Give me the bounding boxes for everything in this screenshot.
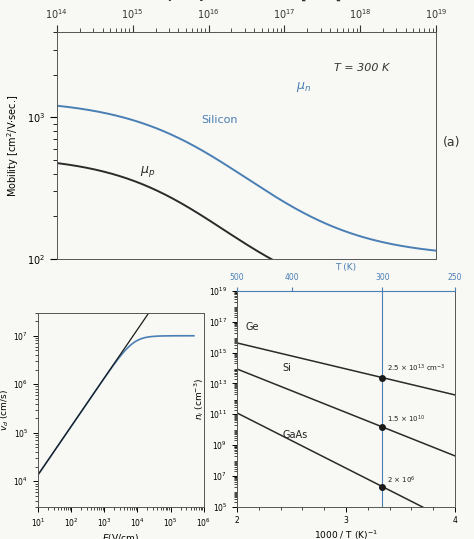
Text: (a): (a) bbox=[443, 135, 461, 149]
Text: Silicon: Silicon bbox=[201, 115, 237, 125]
Y-axis label: $v_d$ (cm/s): $v_d$ (cm/s) bbox=[0, 389, 10, 431]
Y-axis label: Mobility [cm$^2$/V$\cdot$sec.]: Mobility [cm$^2$/V$\cdot$sec.] bbox=[5, 94, 21, 197]
Y-axis label: $n_i$ (cm$^{-3}$): $n_i$ (cm$^{-3}$) bbox=[192, 378, 206, 420]
X-axis label: T (K): T (K) bbox=[336, 263, 356, 272]
X-axis label: 1000 / T (K)$^{-1}$: 1000 / T (K)$^{-1}$ bbox=[314, 528, 378, 539]
Text: GaAs: GaAs bbox=[283, 430, 308, 440]
Text: 1.5 × 10$^{10}$: 1.5 × 10$^{10}$ bbox=[387, 413, 426, 425]
Text: Ge: Ge bbox=[246, 322, 259, 332]
Text: Si: Si bbox=[283, 363, 292, 374]
Text: T = 300 K: T = 300 K bbox=[334, 63, 389, 73]
Text: $\mu_n$: $\mu_n$ bbox=[296, 80, 311, 94]
X-axis label: $\mathit{E}$(V/cm): $\mathit{E}$(V/cm) bbox=[102, 531, 139, 539]
Text: $\mu_p$: $\mu_p$ bbox=[140, 164, 155, 179]
Text: 2 × 10$^{6}$: 2 × 10$^{6}$ bbox=[387, 475, 416, 486]
Text: 2.5 × 10$^{13}$ cm$^{-3}$: 2.5 × 10$^{13}$ cm$^{-3}$ bbox=[387, 363, 446, 374]
X-axis label: Impurity concentration [cm$^{-3}$]: Impurity concentration [cm$^{-3}$] bbox=[152, 0, 341, 5]
